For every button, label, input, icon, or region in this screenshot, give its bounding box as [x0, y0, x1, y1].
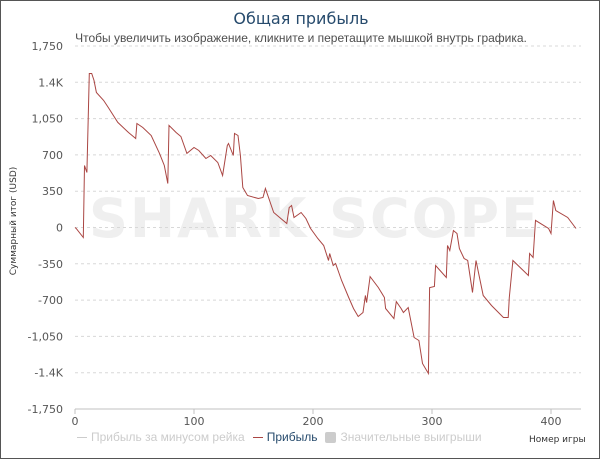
x-tick-label: 300 [422, 415, 443, 428]
series-line-profit [74, 73, 577, 376]
chart-subtitle: Чтобы увеличить изображение, кликните и … [75, 31, 527, 45]
legend-label: Прибыль за минусом рейка [91, 430, 245, 444]
y-tick-label: 700 [42, 149, 63, 162]
x-axis-title: Номер игры [529, 435, 586, 445]
y-tick-label: -1.4K [34, 367, 63, 380]
x-tick-label: 200 [303, 415, 324, 428]
legend: Прибыль за минусом рейка Прибыль Значите… [77, 430, 485, 444]
legend-box-marker [325, 431, 337, 443]
watermark: SHARK SCOPE [89, 187, 540, 250]
y-tick-label: -700 [38, 294, 63, 307]
y-tick-label: 1,750 [32, 40, 64, 53]
legend-label: Значительные выигрыши [340, 430, 482, 444]
legend-item-profit[interactable]: Прибыль [252, 430, 318, 444]
legend-item-rake-profit[interactable]: Прибыль за минусом рейка [77, 430, 245, 444]
y-tick-label: 1,050 [32, 113, 64, 126]
legend-line-marker [252, 436, 263, 438]
legend-line-marker [77, 436, 87, 438]
y-tick-label: 350 [42, 185, 63, 198]
y-tick-label: -1,050 [28, 330, 63, 343]
y-tick-label: 0 [56, 222, 63, 235]
y-tick-label: -350 [38, 258, 63, 271]
y-tick-label: 1.4K [38, 76, 63, 89]
legend-item-big-wins[interactable]: Значительные выигрыши [325, 430, 482, 444]
x-tick-label: 100 [184, 415, 205, 428]
x-tick-label: 0 [72, 415, 79, 428]
chart-title: Общая прибыль [233, 9, 369, 28]
x-tick-label: 400 [541, 415, 562, 428]
legend-label: Прибыль [266, 430, 318, 444]
y-tick-label: -1,750 [28, 403, 63, 416]
